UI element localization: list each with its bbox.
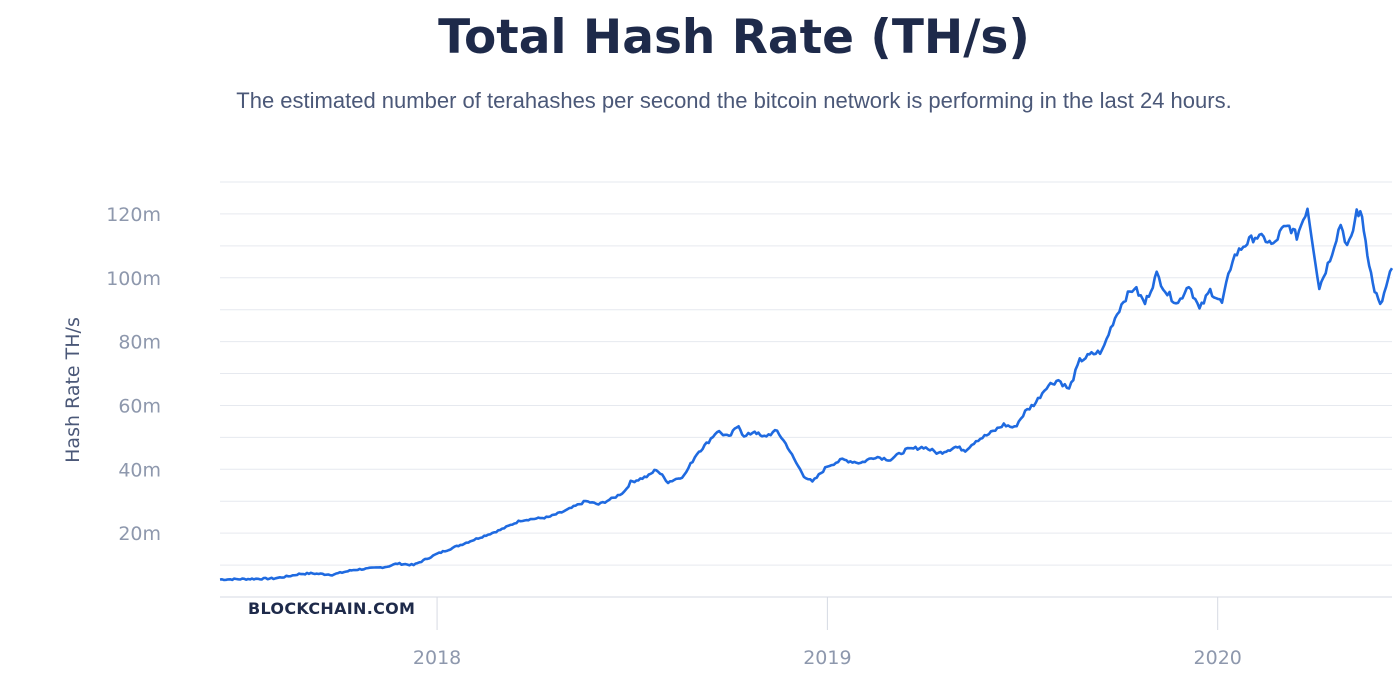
y-tick-label: 60m xyxy=(118,395,161,417)
y-tick-label: 120m xyxy=(106,204,161,226)
chart-subtitle: The estimated number of terahashes per s… xyxy=(236,88,1232,113)
y-tick-label: 100m xyxy=(106,268,161,290)
chart-title: Total Hash Rate (TH/s) xyxy=(438,10,1030,65)
x-tick-label: 2018 xyxy=(413,647,461,669)
hash-rate-line xyxy=(219,207,1394,582)
x-tick-label: 2020 xyxy=(1194,647,1242,669)
y-tick-label: 20m xyxy=(118,523,161,545)
y-axis-ticks: 20m 40m 60m 80m 100m 120m xyxy=(106,204,161,545)
y-tick-label: 80m xyxy=(118,332,161,354)
x-axis: 2018 2019 2020 xyxy=(220,596,1392,669)
y-axis-label: Hash Rate TH/s xyxy=(62,317,84,463)
grid-lines xyxy=(220,181,1392,566)
blockchain-watermark: BLOCKCHAIN.COM xyxy=(248,599,415,618)
y-tick-label: 40m xyxy=(118,459,161,481)
x-tick-label: 2019 xyxy=(803,647,851,669)
